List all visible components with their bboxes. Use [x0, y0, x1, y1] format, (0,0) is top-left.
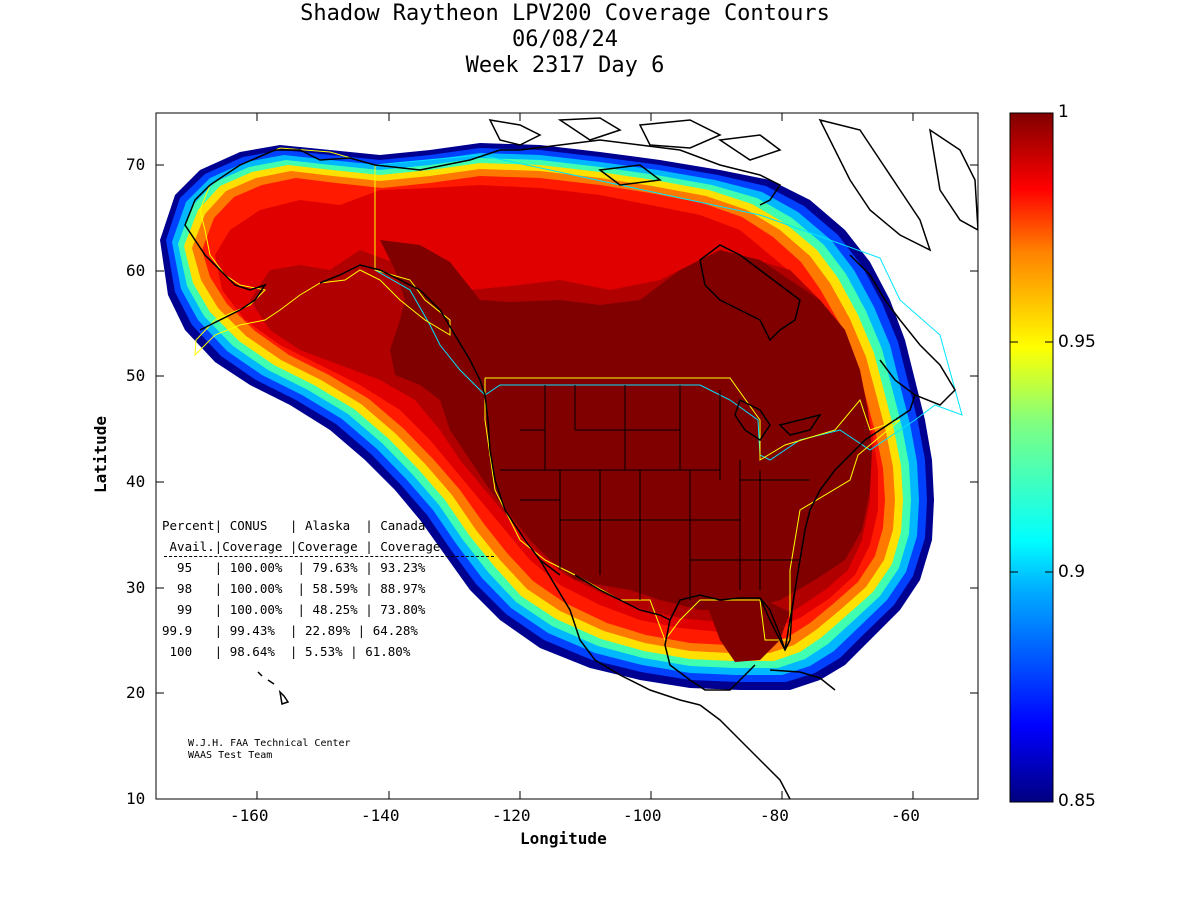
east-coast [784, 394, 916, 651]
coverage-stats-row: 95 | 100.00% | 79.63% | 93.23% [162, 560, 426, 575]
x-tick-label: -140 [361, 806, 400, 825]
credit-line-2: WAAS Test Team [188, 750, 273, 761]
chart-title-line-3: Week 2317 Day 6 [465, 53, 665, 78]
chart-title-line-1: Shadow Raytheon LPV200 Coverage Contours [300, 1, 830, 26]
great-lakes [734, 398, 822, 442]
colorbar-tick-label: 1 [1058, 102, 1069, 122]
labrador-coast [849, 254, 956, 406]
y-tick-label: 20 [126, 683, 146, 702]
axis-tick-marks [156, 113, 978, 799]
contour-1.0 [380, 240, 872, 610]
central-america [699, 704, 791, 799]
x-tick-label: -100 [623, 806, 662, 825]
y-tick-label: 30 [126, 578, 146, 597]
credit-line-1: W.J.H. FAA Technical Center [188, 738, 351, 749]
coverage-stats-row: 100 | 98.64% | 5.53% | 61.80% [162, 644, 411, 659]
arctic-islands [488, 117, 978, 252]
x-axis-label: Longitude [520, 829, 607, 848]
pacific-northwest-coast [319, 264, 561, 576]
coverage-stats-row: 99 | 100.00% | 48.25% | 73.80% [162, 602, 426, 617]
y-tick-label: 70 [126, 155, 146, 174]
mexico-west-coast [539, 559, 701, 706]
coastlines [184, 117, 978, 799]
contour-1.0-gulf [705, 598, 790, 662]
coverage-stats-header-1: Percent| CONUS | Alaska | Canada [162, 518, 426, 533]
x-tick-label: -60 [891, 806, 920, 825]
x-tick-label: -120 [492, 806, 531, 825]
coverage-stats-row: 99.9 | 99.43% | 22.89% | 64.28% [162, 623, 418, 638]
hawaii [257, 671, 290, 705]
coverage-stats-row: 98 | 100.00% | 58.59% | 88.97% [162, 581, 426, 596]
coverage-stats-divider [164, 556, 494, 557]
state-lines [500, 385, 810, 600]
colorbar-tick-marks [1010, 341, 1053, 573]
alaska-west-coast [184, 184, 267, 331]
alaska-border-outline [194, 147, 451, 357]
y-tick-label: 10 [126, 789, 146, 808]
coverage-stats-header-2: Avail.|Coverage |Coverage | Coverage [162, 539, 441, 554]
colorbar-tick-label: 0.95 [1058, 332, 1096, 352]
canada-border-outline [374, 154, 963, 461]
y-tick-label: 60 [126, 261, 146, 280]
y-tick-label: 50 [126, 366, 146, 385]
north-america-coastline [209, 139, 782, 206]
mexico-gulf-coast [664, 599, 756, 691]
colorbar [1009, 112, 1054, 803]
x-tick-label: -80 [760, 806, 789, 825]
hudson-bay [699, 244, 801, 342]
colorbar-tick-label: 0.9 [1058, 562, 1086, 582]
y-tick-label: 40 [126, 472, 146, 491]
x-tick-label: -160 [230, 806, 269, 825]
chart-title-line-2: 06/08/24 [512, 27, 618, 52]
cuba [769, 669, 836, 691]
y-axis-label: Latitude [91, 415, 111, 494]
colorbar-tick-label: 0.85 [1058, 791, 1096, 811]
plot-frame [155, 112, 979, 800]
florida [759, 589, 796, 652]
